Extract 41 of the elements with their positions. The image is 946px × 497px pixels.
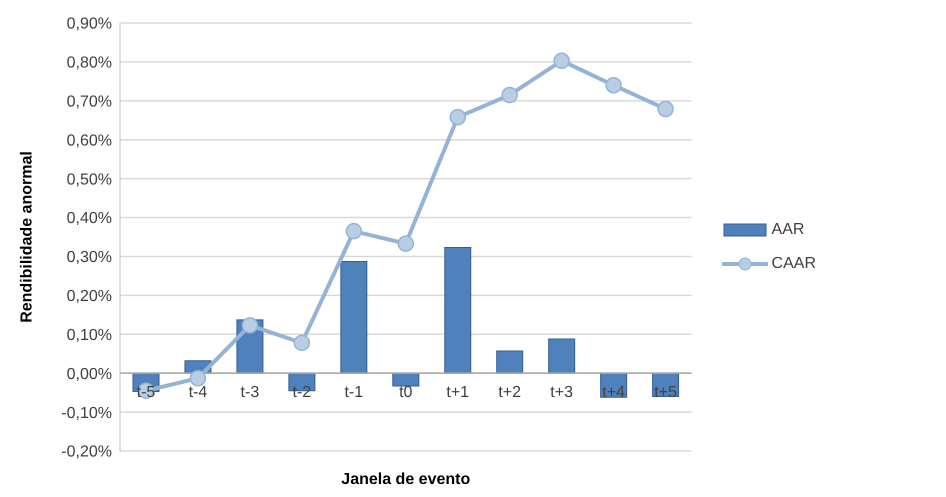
x-tick-label: t+2	[498, 384, 522, 402]
x-tick-label: t+4	[602, 384, 626, 402]
y-tick-label: 0,20%	[66, 288, 112, 306]
bar	[444, 247, 472, 374]
bar	[496, 350, 524, 374]
point	[657, 100, 674, 118]
y-axis-title: Rendibilidade anormal	[18, 151, 36, 323]
point	[242, 317, 258, 334]
x-tick-label: t-5	[136, 384, 156, 402]
x-tick-label: t+5	[654, 384, 678, 402]
legend-label: AAR	[772, 221, 804, 239]
x-tick-label: t+3	[550, 384, 574, 402]
y-tick-label: 0,10%	[66, 326, 112, 344]
x-tick-label: t0	[399, 384, 413, 402]
point	[346, 222, 362, 240]
legend-label: CAAR	[772, 255, 816, 273]
y-tick-label: 0,90%	[66, 16, 112, 33]
x-axis-title: Janela de evento	[341, 471, 470, 488]
point	[449, 108, 466, 126]
bar	[392, 372, 420, 387]
y-tick-label: 0,00%	[66, 366, 112, 383]
point	[553, 52, 570, 69]
bar	[548, 338, 576, 374]
x-tick-label: t+1	[446, 384, 470, 402]
point	[501, 86, 518, 104]
x-tick-label: t-3	[240, 384, 260, 402]
y-tick-label: 0,60%	[66, 132, 112, 150]
y-tick-label: 0,40%	[66, 210, 112, 228]
x-tick-label: t-4	[188, 384, 208, 402]
y-tick-label: -0,20%	[61, 444, 112, 461]
point	[294, 334, 310, 352]
point	[190, 370, 206, 386]
y-tick-label: 0,30%	[66, 249, 112, 266]
bar	[340, 261, 368, 374]
y-tick-label: 0,70%	[66, 94, 112, 110]
point	[605, 77, 622, 94]
x-tick-label: t-1	[344, 384, 364, 402]
y-tick-label: 0,50%	[66, 171, 112, 188]
y-tick-label: -0,10%	[61, 404, 112, 422]
point	[398, 235, 414, 252]
y-tick-label: 0,80%	[66, 54, 112, 72]
